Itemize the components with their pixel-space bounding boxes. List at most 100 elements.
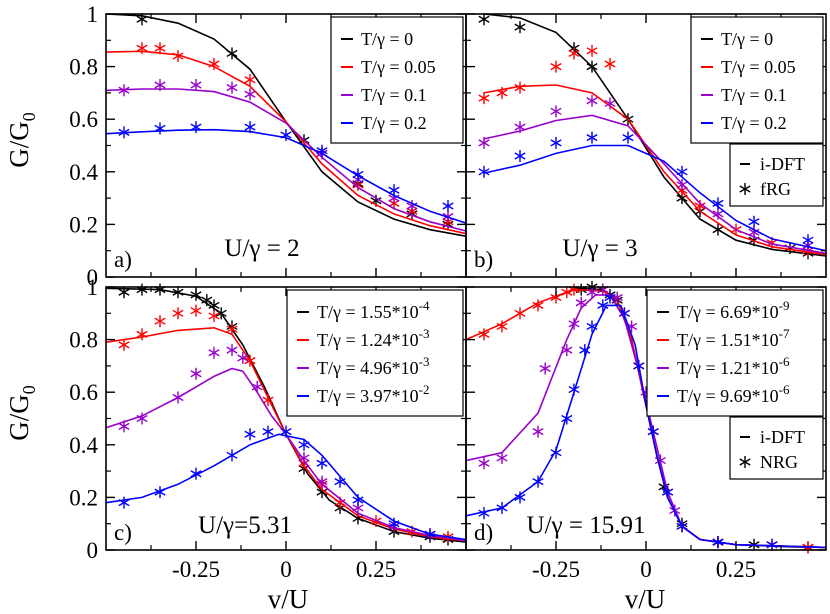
legend-entry: T/γ = 0 bbox=[721, 29, 773, 49]
data-point bbox=[190, 467, 202, 480]
data-point bbox=[190, 304, 202, 317]
legend-entry: T/γ = 0.2 bbox=[721, 113, 787, 133]
method-legend: i-DFT fRG bbox=[729, 143, 824, 207]
data-point bbox=[532, 475, 544, 488]
data-point bbox=[514, 491, 526, 504]
data-point bbox=[561, 286, 573, 299]
method-legend-entry: fRG bbox=[760, 179, 791, 199]
data-point bbox=[172, 391, 184, 404]
legend: T/γ = 0 T/γ = 0.05 T/γ = 0.1 T/γ = 0.2 bbox=[330, 16, 464, 144]
legend-entry: T/γ = 9.69*10-6 bbox=[677, 382, 790, 406]
data-point bbox=[568, 47, 580, 60]
data-point bbox=[244, 121, 256, 134]
series-line-2 bbox=[106, 367, 466, 542]
data-point bbox=[676, 520, 688, 533]
data-point bbox=[496, 451, 508, 464]
xtick-label: 0.25 bbox=[716, 557, 756, 582]
data-point bbox=[136, 13, 148, 26]
data-point bbox=[215, 307, 227, 320]
legend: T/γ = 1.55*10-4 T/γ = 1.24*10-3 T/γ = 4.96… bbox=[286, 289, 464, 417]
data-point bbox=[118, 420, 130, 433]
panel-b: b) U/γ = 3T/γ = 0T/γ = 0.05T/γ = 0.1T/γ =… bbox=[465, 13, 827, 278]
data-point bbox=[154, 122, 166, 135]
data-point bbox=[550, 136, 562, 149]
ytick-label: 0.6 bbox=[69, 380, 98, 405]
data-point bbox=[550, 105, 562, 118]
legend-entry: T/γ = 0.2 bbox=[361, 113, 427, 133]
ytick-label: 0.4 bbox=[69, 433, 98, 458]
method-legend-entry: NRG bbox=[760, 452, 798, 472]
data-point bbox=[586, 94, 598, 107]
data-point bbox=[478, 507, 490, 520]
data-point bbox=[208, 299, 220, 312]
series-line-1 bbox=[106, 50, 466, 235]
data-point bbox=[298, 451, 310, 464]
data-point bbox=[478, 92, 490, 105]
data-point bbox=[388, 517, 400, 530]
series-line-3 bbox=[466, 304, 826, 549]
data-point bbox=[226, 344, 238, 357]
data-point bbox=[496, 501, 508, 514]
data-point bbox=[298, 438, 310, 451]
data-point bbox=[647, 425, 659, 438]
panel-d: -0.25 0 0.25d) U/γ = 15.91T/γ = 6.69*10-9T/… bbox=[465, 281, 827, 582]
data-point bbox=[604, 97, 616, 110]
legend-entry: T/γ = 1.24*10-3 bbox=[317, 326, 429, 350]
series-line-2 bbox=[106, 88, 466, 232]
data-point bbox=[568, 317, 580, 330]
data-point bbox=[316, 144, 328, 157]
data-point bbox=[118, 126, 130, 139]
ytick-label: 0 bbox=[87, 265, 99, 290]
data-point bbox=[118, 286, 130, 299]
data-point bbox=[532, 425, 544, 438]
data-point bbox=[251, 380, 263, 393]
panel-label: c) bbox=[114, 520, 132, 545]
data-point bbox=[136, 328, 148, 341]
ytick-label: 1 bbox=[87, 275, 99, 300]
legend-entry: T/γ = 0.1 bbox=[721, 85, 787, 105]
data-point bbox=[586, 131, 598, 144]
data-point bbox=[694, 199, 706, 212]
method-legend: i-DFT NRG bbox=[729, 416, 824, 480]
data-point bbox=[154, 486, 166, 499]
legend: T/γ = 6.69*10-9 T/γ = 1.51*10-7 T/γ = 1.21… bbox=[646, 289, 824, 417]
ytick-label: 0.8 bbox=[69, 55, 98, 80]
panel-c: 0 0.2 0.4 0.6 0.8 1 -0.25 0 0.25 c) U/γ=5.31 T/γ = … bbox=[69, 275, 467, 582]
data-point bbox=[154, 315, 166, 328]
data-point bbox=[568, 383, 580, 396]
ytick-label: 0.2 bbox=[69, 212, 98, 237]
panels-layer: 0 0.2 0.4 0.6 0.8 1 a) U/γ = 2 T/γ = 0 T/γ = 0.05… bbox=[69, 2, 827, 582]
data-point bbox=[514, 21, 526, 34]
data-point bbox=[201, 294, 213, 307]
data-point bbox=[352, 494, 364, 507]
data-point bbox=[532, 299, 544, 312]
data-point bbox=[280, 128, 292, 141]
data-point bbox=[676, 178, 688, 191]
data-point bbox=[561, 344, 573, 357]
panel-a: 0 0.2 0.4 0.6 0.8 1 a) U/γ = 2 T/γ = 0 T/γ = 0.05… bbox=[69, 2, 467, 290]
data-point bbox=[118, 338, 130, 351]
data-point bbox=[575, 296, 587, 309]
ytick-label: 0.8 bbox=[69, 328, 98, 353]
data-point bbox=[514, 150, 526, 163]
series-line-3 bbox=[483, 144, 826, 252]
data-point bbox=[262, 394, 274, 407]
data-point bbox=[618, 307, 630, 320]
data-point bbox=[766, 538, 778, 551]
panel-annotation: U/γ = 2 bbox=[224, 235, 299, 262]
xtick-label: -0.25 bbox=[172, 557, 220, 582]
data-point bbox=[237, 352, 249, 365]
data-point bbox=[712, 536, 724, 549]
data-point bbox=[208, 309, 220, 322]
legend-entry: T/γ = 6.69*10-9 bbox=[677, 298, 789, 322]
legend-entry: T/γ = 0.05 bbox=[721, 57, 796, 77]
data-point bbox=[424, 528, 436, 541]
axis-labels: G/G0 G/G0 v/U v/U bbox=[4, 112, 665, 614]
data-point bbox=[604, 291, 616, 304]
data-point bbox=[334, 475, 346, 488]
panel-label: d) bbox=[474, 520, 493, 545]
data-point bbox=[226, 449, 238, 462]
legend-entry: T/γ = 4.96*10-3 bbox=[317, 354, 429, 378]
panel-annotation: U/γ = 15.91 bbox=[527, 512, 646, 539]
